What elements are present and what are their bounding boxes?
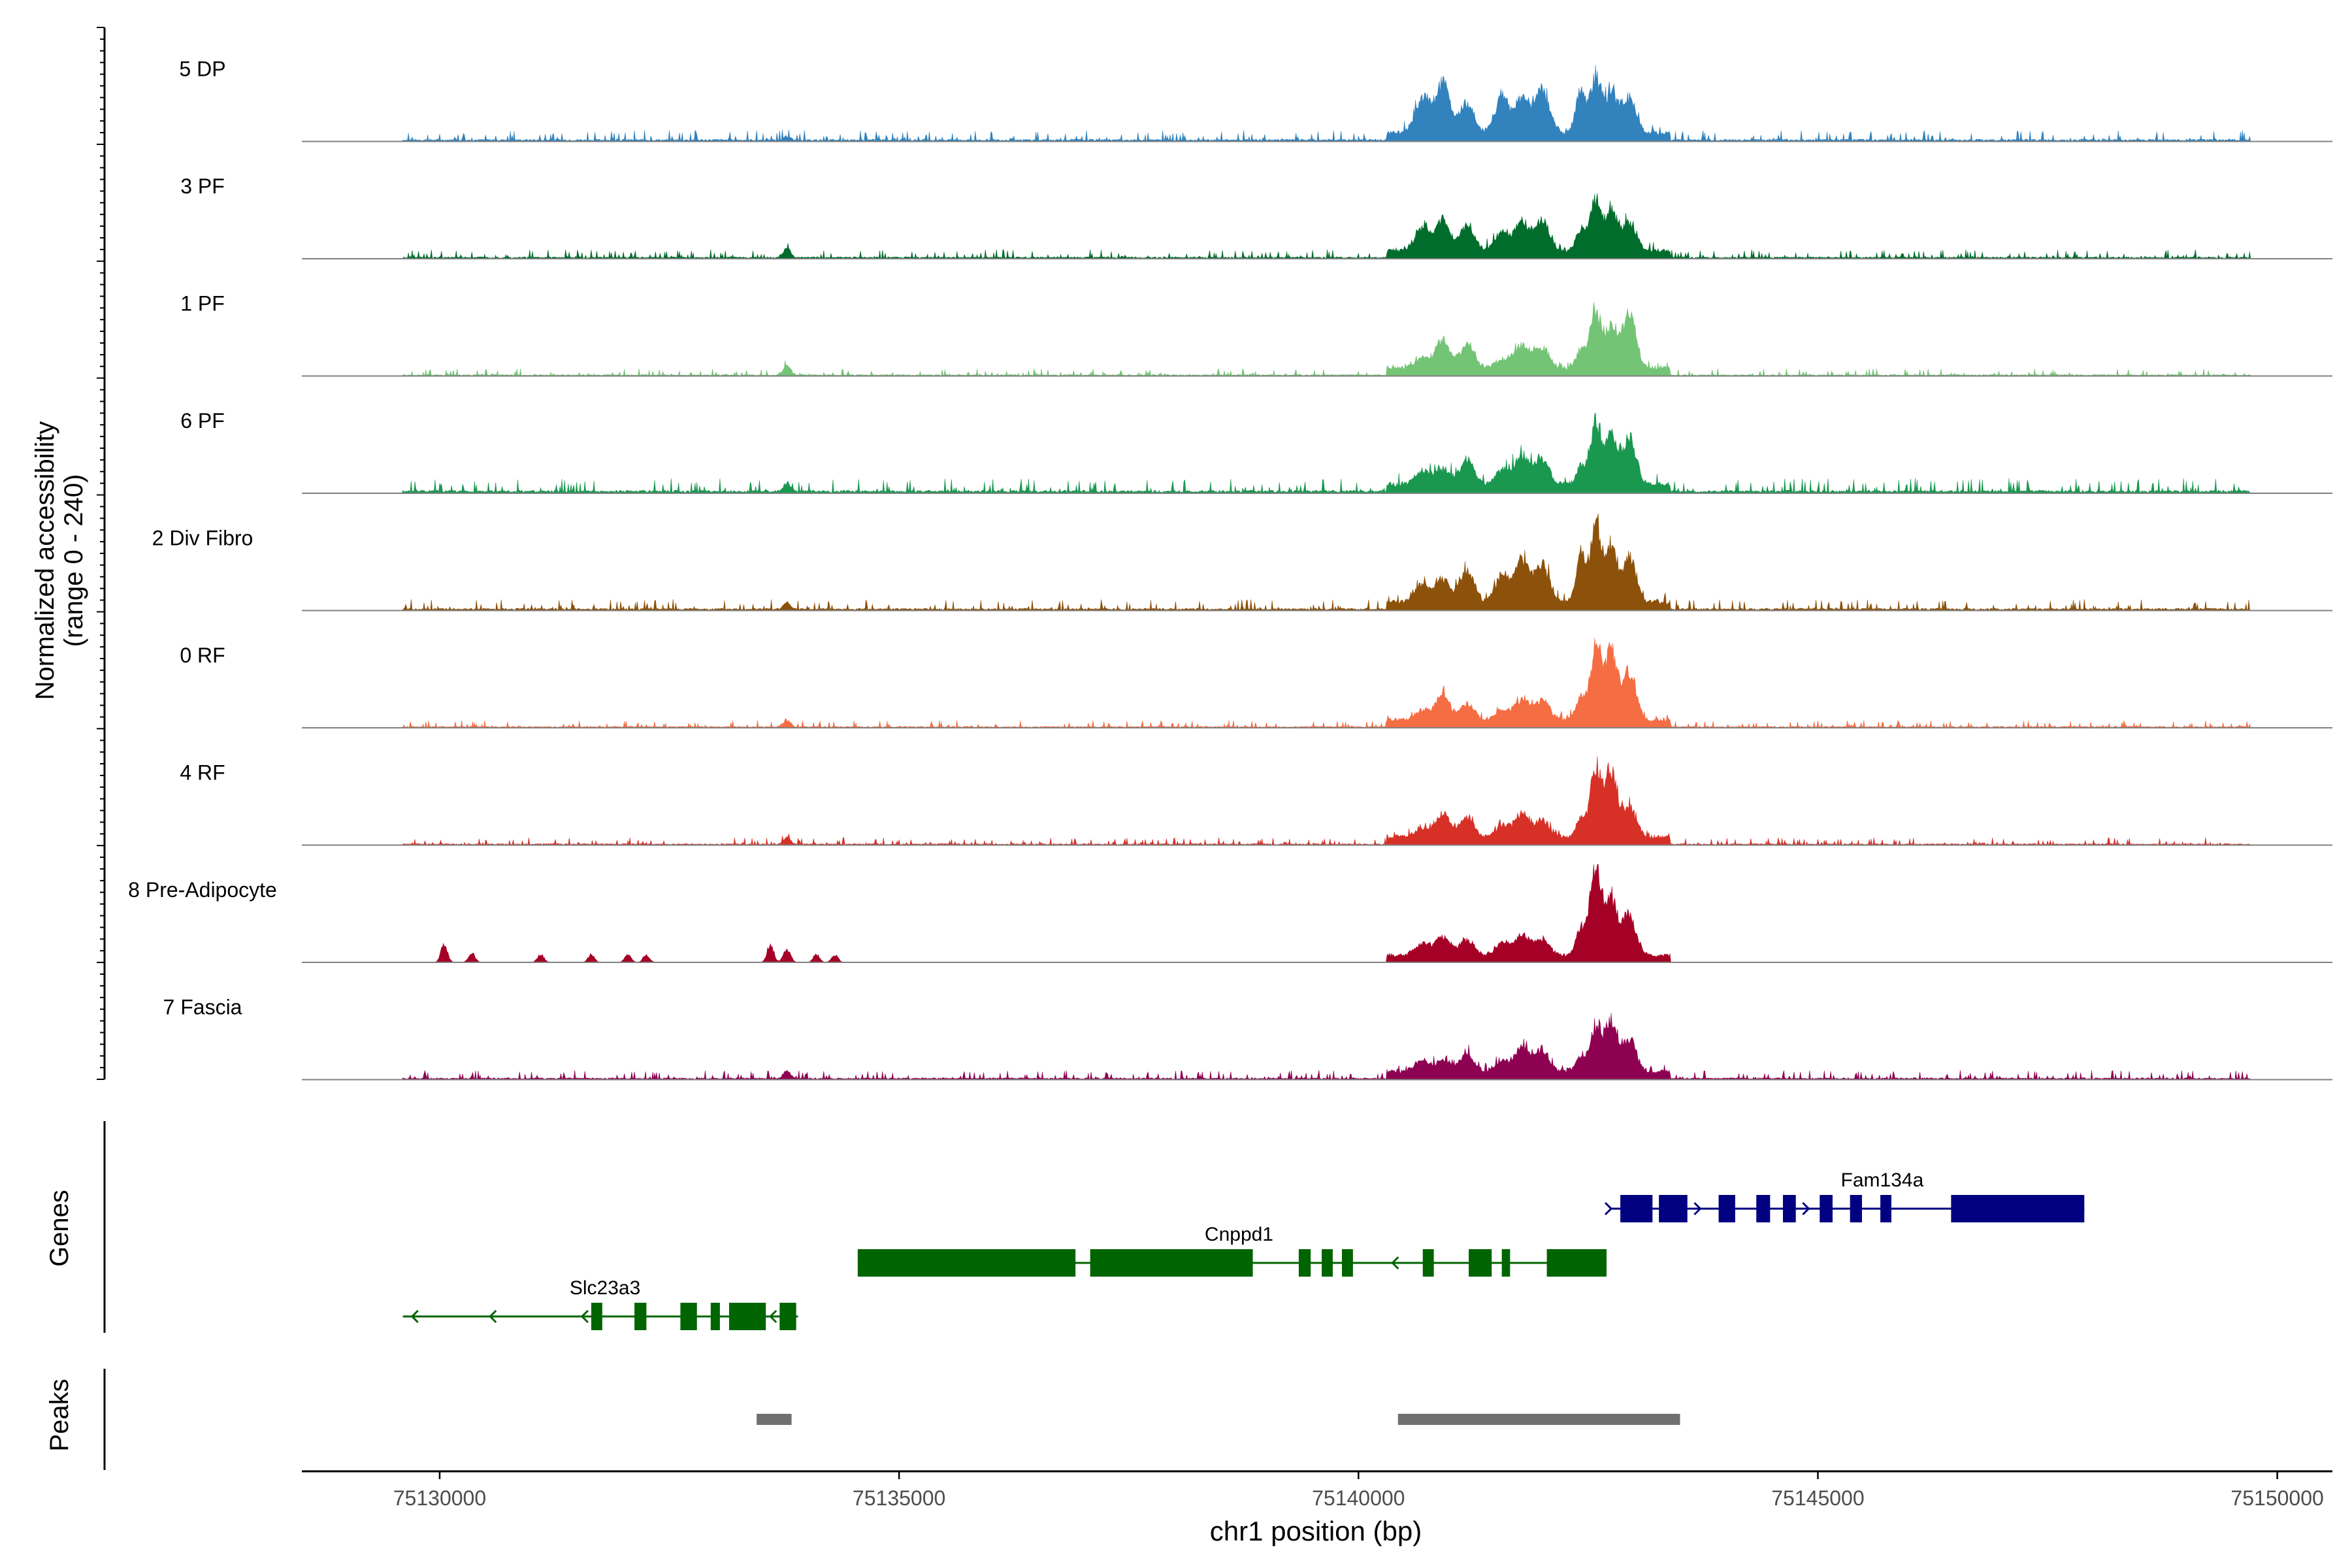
coverage-track: 3 PF (180, 174, 2332, 259)
coverage-area (302, 193, 2332, 259)
axes: 75130000 75135000 75140000 75145000 75150000 (97, 27, 2332, 1510)
coverage-track: 6 PF (180, 409, 2332, 494)
gene-exon (1880, 1195, 1891, 1222)
coverage-area (302, 864, 2332, 963)
y-axis-label-line2: (range 0 - 240) (59, 474, 88, 647)
strand-arrow (489, 1309, 497, 1324)
gene-exon (857, 1249, 1076, 1277)
gene-exon (1501, 1249, 1511, 1277)
coverage-area (302, 302, 2332, 377)
gene-exon (1850, 1195, 1862, 1222)
gene-exon (1620, 1195, 1653, 1222)
gene-exon (1469, 1249, 1492, 1277)
coverage-track: 8 Pre-Adipocyte (128, 864, 2332, 963)
strand-arrow (1391, 1256, 1399, 1270)
gene-exon (1322, 1249, 1333, 1277)
peaks-panel (103, 1369, 1680, 1470)
coverage-tracks: 5 DP 3 PF 1 PF 6 PF 2 Div Fibro 0 RF 4 RF 8 Pre… (128, 57, 2332, 1081)
gene-exon (728, 1303, 766, 1330)
coverage-track: 7 Fascia (163, 996, 2332, 1081)
genes-panel-label: Genes (45, 1190, 74, 1267)
gene-exon (1756, 1195, 1771, 1222)
gene-model: Fam134a (1604, 1169, 2085, 1222)
x-tick-label: 75135000 (853, 1486, 945, 1510)
gene-exon (1718, 1195, 1735, 1222)
coverage-track: 1 PF (180, 292, 2332, 377)
gene-exon (1341, 1249, 1353, 1277)
gene-label: Fam134a (1841, 1169, 1924, 1191)
x-axis-title: chr1 position (bp) (1210, 1516, 1422, 1546)
strand-arrow (1802, 1201, 1810, 1216)
peak-region (757, 1414, 792, 1425)
gene-exon (1298, 1249, 1311, 1277)
coverage-track: 0 RF (180, 638, 2332, 728)
track-label: 0 RF (180, 644, 225, 667)
gene-label: Slc23a3 (570, 1277, 640, 1299)
gene-exon (680, 1303, 697, 1330)
gene-exon (1090, 1249, 1253, 1277)
coverage-track: 5 DP (179, 57, 2332, 142)
coverage-area (302, 513, 2332, 611)
x-tick-label: 75150000 (2230, 1486, 2323, 1510)
track-label: 5 DP (179, 57, 225, 81)
x-tick-label: 75140000 (1312, 1486, 1405, 1510)
track-label: 2 Div Fibro (152, 527, 253, 550)
strand-arrow (580, 1309, 589, 1324)
gene-exon (1820, 1195, 1833, 1222)
coverage-area (302, 65, 2332, 142)
coverage-area (302, 412, 2332, 494)
track-label: 3 PF (180, 174, 225, 198)
coverage-area (302, 638, 2332, 728)
gene-annotation-panel: Slc23a3 Cnppd1 Fam134a (103, 1121, 2085, 1333)
gene-exon (1546, 1249, 1607, 1277)
coverage-area (302, 1013, 2332, 1080)
coverage-track: 4 RF (180, 756, 2332, 846)
track-label: 6 PF (180, 409, 225, 433)
strand-arrow (410, 1309, 419, 1324)
gene-model: Slc23a3 (402, 1277, 798, 1330)
peak-region (1397, 1414, 1680, 1425)
strand-arrow (1604, 1201, 1613, 1216)
gene-exon (1951, 1195, 2085, 1222)
gene-exon (591, 1303, 602, 1330)
coverage-track: 2 Div Fibro (152, 513, 2332, 612)
gene-exon (634, 1303, 647, 1330)
gene-exon (779, 1303, 796, 1330)
track-label: 1 PF (180, 292, 225, 316)
track-label: 4 RF (180, 761, 225, 785)
track-label: 8 Pre-Adipocyte (128, 878, 277, 902)
gene-exon (710, 1303, 720, 1330)
x-tick-label: 75145000 (1771, 1486, 1864, 1510)
gene-label: Cnppd1 (1205, 1224, 1273, 1245)
peaks-panel-label: Peaks (45, 1379, 74, 1451)
gene-exon (1783, 1195, 1796, 1222)
strand-arrow (769, 1309, 777, 1324)
track-label: 7 Fascia (163, 996, 242, 1019)
gene-exon (1422, 1249, 1434, 1277)
gene-model: Cnppd1 (857, 1224, 1607, 1277)
coverage-area (302, 756, 2332, 845)
x-tick-label: 75130000 (393, 1486, 486, 1510)
gene-exon (1659, 1195, 1688, 1222)
y-axis-label-line1: Normalized accessibility (31, 421, 59, 700)
strand-arrow (1693, 1201, 1702, 1216)
